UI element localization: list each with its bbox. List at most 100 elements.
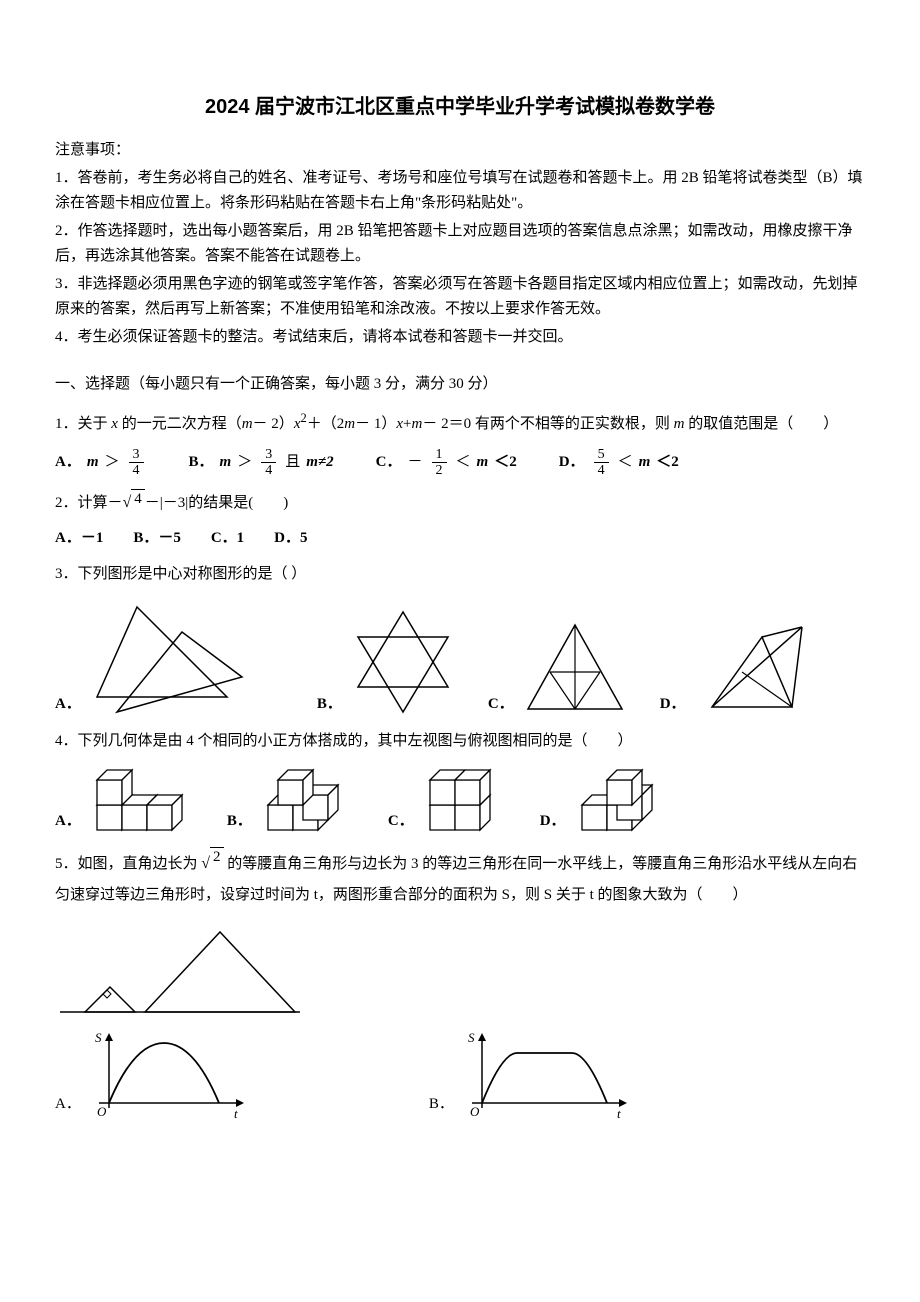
q1-t5: － 1）: [355, 416, 396, 432]
q5-fig-scene: [55, 922, 865, 1022]
q4-opt-a: A．: [55, 765, 197, 835]
q5a-o: O: [97, 1104, 107, 1118]
page-title: 2024 届宁波市江北区重点中学毕业升学考试模拟卷数学卷: [55, 90, 865, 124]
q2-options: A．－1 B．－5 C．1 D．5: [55, 526, 865, 552]
q5b-t: t: [617, 1106, 621, 1118]
q1-d-lt1: ＜: [618, 450, 633, 476]
notice-4: 4．考生必须保证答题卡的整洁。考试结束后，请将本试卷和答题卡一并交回。: [55, 325, 865, 351]
q4-opt-b: B．: [227, 765, 358, 835]
q1-t6: － 2＝0 有两个不相等的正实数根，则: [422, 416, 673, 432]
q3-fig-a: [87, 597, 247, 717]
q4-c-lbl: C．: [388, 809, 414, 835]
q4-opt-d: D．: [540, 765, 672, 835]
q1-opt-c: C． － 12 ＜m＜2: [376, 447, 517, 479]
q1-d-den: 4: [594, 463, 609, 478]
q4-stem: 4．下列几何体是由 4 个相同的小正方体搭成的，其中左视图与俯视图相同的是（ ）: [55, 729, 865, 755]
q4-b-lbl: B．: [227, 809, 252, 835]
q1-b-lbl: B．: [189, 450, 214, 476]
q5-options: A． S t O B．: [55, 1028, 865, 1118]
q5-b-lbl: B．: [429, 1092, 454, 1118]
section-1-head: 一、选择题（每小题只有一个正确答案，每小题 3 分，满分 30 分）: [55, 372, 865, 398]
q1-t4: ＋（2: [307, 416, 345, 432]
q5-opt-a: A． S t O: [55, 1028, 249, 1118]
q3-figs: A． B． C． D．: [55, 597, 865, 717]
q4-fig-d: [572, 765, 672, 835]
q4-fig-c: [420, 765, 510, 835]
q1-c-lt1: ＜: [456, 450, 471, 476]
q5-a-lbl: A．: [55, 1092, 81, 1118]
q1-stem: 1．关于 x 的一元二次方程（m－ 2）x2＋（2m－ 1）x+m－ 2＝0 有…: [55, 408, 865, 438]
q1-d-lbl: D．: [559, 450, 585, 476]
q1-b-sfx: 且: [285, 450, 300, 476]
question-3: 3．下列图形是中心对称图形的是（ ） A． B． C．: [55, 562, 865, 718]
q2-stem: 2．计算－√4－|－3|的结果是( ): [55, 489, 865, 517]
q1-a-den: 4: [129, 463, 144, 478]
q5-t1: 5．如图，直角边长为: [55, 856, 201, 872]
q3-a-lbl: A．: [55, 692, 81, 718]
q5-fig-a: S t O: [89, 1028, 249, 1118]
q3-c-lbl: C．: [488, 692, 514, 718]
q4-a-lbl: A．: [55, 809, 81, 835]
q1-b-den: 4: [261, 463, 276, 478]
q1-b-neq: m≠2: [306, 450, 333, 476]
q1-opt-d: D． 54 ＜m＜2: [559, 447, 679, 479]
q5b-s: S: [468, 1030, 475, 1045]
q1-c-neg: －: [408, 450, 423, 476]
q3-fig-c: [520, 617, 630, 717]
q1-b-num: 3: [261, 447, 276, 463]
question-4: 4．下列几何体是由 4 个相同的小正方体搭成的，其中左视图与俯视图相同的是（ ）…: [55, 729, 865, 835]
q3-fig-d: [692, 612, 812, 717]
notice-2: 2．作答选择题时，选出每小题答案后，用 2B 铅笔把答题卡上对应题目选项的答案信…: [55, 219, 865, 270]
q3-b-lbl: B．: [317, 692, 342, 718]
q1-t7: 的取值范围是（ ）: [684, 416, 838, 432]
q1-a-gt: ＞: [105, 450, 120, 476]
q1-a-m: m: [87, 450, 99, 476]
q1-c-lbl: C．: [376, 450, 402, 476]
question-5: 5．如图，直角边长为 √2 的等腰直角三角形与边长为 3 的等边三角形在同一水平…: [55, 847, 865, 1118]
q3-opt-a: A．: [55, 597, 247, 717]
q1-c-lt2: ＜2: [494, 450, 517, 476]
q1-b-m: m: [220, 450, 232, 476]
q5-figs: A． S t O B．: [55, 922, 865, 1118]
q5a-s: S: [95, 1030, 102, 1045]
q1-c-den: 2: [432, 463, 447, 478]
q4-opt-c: C．: [388, 765, 510, 835]
q1-opt-a: A． m＞ 34: [55, 447, 147, 479]
q1-a-num: 3: [129, 447, 144, 463]
notice-head: 注意事项：: [55, 138, 865, 164]
q1-d-lt2: ＜2: [656, 450, 679, 476]
question-2: 2．计算－√4－|－3|的结果是( ) A．－1 B．－5 C．1 D．5: [55, 489, 865, 552]
q5-fig-b: S t O: [462, 1028, 632, 1118]
q1-b-gt: ＞: [237, 450, 252, 476]
q4-fig-a: [87, 765, 197, 835]
q3-opt-b: B．: [317, 607, 458, 717]
q4-fig-b: [258, 765, 358, 835]
q2-rad: 4: [131, 489, 145, 508]
notice-1: 1．答卷前，考生务必将自己的姓名、准考证号、考场号和座位号填写在试题卷和答题卡上…: [55, 166, 865, 217]
q1-c-m: m: [477, 450, 489, 476]
q3-d-lbl: D．: [660, 692, 686, 718]
q1-d-m: m: [639, 450, 651, 476]
q3-fig-b: [348, 607, 458, 717]
q1-options: A． m＞34 B． m＞34 且 m≠2 C． －12＜m＜2 D． 54＜m…: [55, 447, 865, 479]
q1-c-num: 1: [432, 447, 447, 463]
q4-d-lbl: D．: [540, 809, 566, 835]
q1-d-num: 5: [594, 447, 609, 463]
q5-opt-b: B． S t O: [429, 1028, 632, 1118]
q5-stem: 5．如图，直角边长为 √2 的等腰直角三角形与边长为 3 的等边三角形在同一水平…: [55, 847, 865, 912]
q2-t2: －|－3|的结果是( ): [145, 495, 289, 511]
q1-a-lbl: A．: [55, 450, 81, 476]
q2-t1: 2．计算－: [55, 495, 123, 511]
q1-t1: 1．关于: [55, 416, 111, 432]
notice-3: 3．非选择题必须用黑色字迹的钢笔或签字笔作答，答案必须写在答题卡各题目指定区域内…: [55, 272, 865, 323]
q3-stem: 3．下列图形是中心对称图形的是（ ）: [55, 562, 865, 588]
q3-opt-c: C．: [488, 617, 630, 717]
q1-t3: － 2）: [253, 416, 294, 432]
question-1: 1．关于 x 的一元二次方程（m－ 2）x2＋（2m－ 1）x+m－ 2＝0 有…: [55, 408, 865, 479]
q5a-t: t: [234, 1106, 238, 1118]
q4-figs: A． B． C．: [55, 765, 865, 835]
q1-opt-b: B． m＞ 34 且 m≠2: [189, 447, 334, 479]
q5b-o: O: [470, 1104, 480, 1118]
q3-opt-d: D．: [660, 612, 812, 717]
q5-rad: 2: [210, 847, 224, 866]
